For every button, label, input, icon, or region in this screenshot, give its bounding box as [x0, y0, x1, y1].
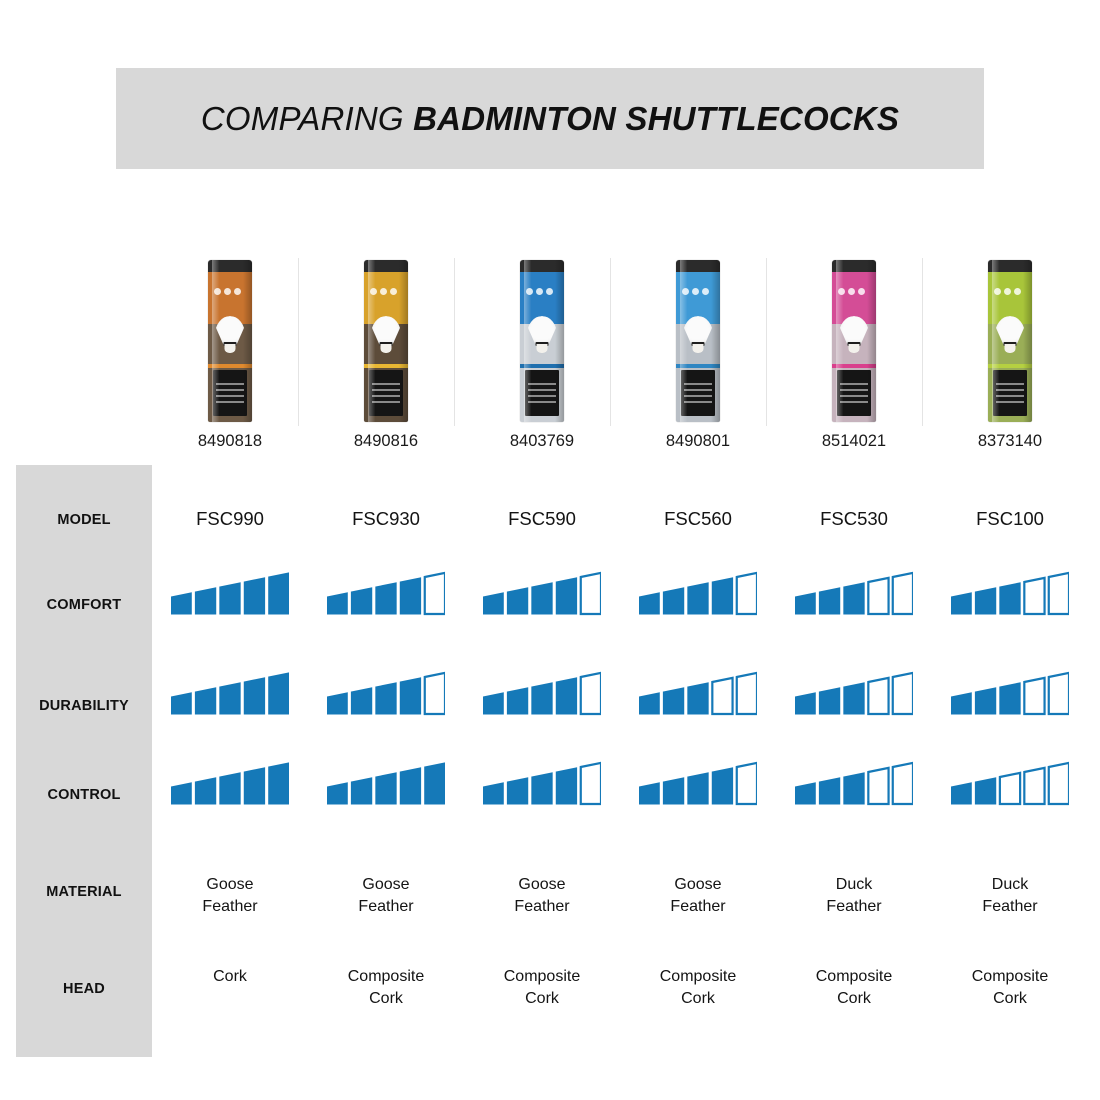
product-tube-image	[364, 260, 408, 422]
product-photo-cell[interactable]	[308, 250, 464, 422]
product-tube-image	[676, 260, 720, 422]
row-label-model: MODEL	[57, 512, 111, 528]
product-head: Composite Cork	[815, 968, 893, 1007]
rating-comfort	[776, 570, 932, 616]
rating-control	[464, 760, 620, 806]
rating-comfort	[620, 570, 776, 616]
product-material: Duck Feather	[826, 876, 882, 915]
rating-control	[776, 760, 932, 806]
rating-durability	[932, 670, 1088, 716]
rating-comfort	[152, 570, 308, 616]
rating-durability	[464, 670, 620, 716]
product-photo-cell[interactable]	[464, 250, 620, 422]
product-model: FSC560	[664, 508, 732, 529]
column-separator	[454, 258, 455, 426]
product-photo-cell[interactable]	[620, 250, 776, 422]
column-separator	[766, 258, 767, 426]
product-photo-cell[interactable]	[152, 250, 308, 422]
product-model: FSC100	[976, 508, 1044, 529]
product-tube-image	[832, 260, 876, 422]
product-material: Goose Feather	[514, 876, 570, 915]
product-material: Goose Feather	[358, 876, 414, 915]
product-head: Composite Cork	[347, 968, 425, 1007]
product-model: FSC990	[196, 508, 264, 529]
product-code: 8403769	[509, 432, 575, 450]
column-separator	[610, 258, 611, 426]
product-photo-cell[interactable]	[776, 250, 932, 422]
rating-control	[932, 760, 1088, 806]
product-head: Cork	[213, 968, 247, 985]
row-label-durability: DURABILITY	[39, 698, 129, 714]
product-model: FSC590	[508, 508, 576, 529]
row-label-panel	[16, 465, 152, 1057]
row-label-head: HEAD	[63, 981, 105, 997]
rating-control	[620, 760, 776, 806]
product-tube-image	[208, 260, 252, 422]
row-label-control: CONTROL	[47, 787, 121, 803]
column-separator	[298, 258, 299, 426]
product-head: Composite Cork	[971, 968, 1049, 1007]
product-head: Composite Cork	[659, 968, 737, 1007]
row-label-comfort: COMFORT	[46, 597, 122, 613]
product-code: 8490801	[665, 432, 731, 450]
page-title: COMPARING BADMINTON SHUTTLECOCKS	[201, 100, 899, 138]
product-material: Goose Feather	[670, 876, 726, 915]
product-code: 8490818	[197, 432, 263, 450]
rating-durability	[620, 670, 776, 716]
rating-comfort	[932, 570, 1088, 616]
page-title-bold: BADMINTON SHUTTLECOCKS	[413, 99, 900, 137]
product-model: FSC930	[352, 508, 420, 529]
rating-durability	[152, 670, 308, 716]
rating-comfort	[308, 570, 464, 616]
product-tube-image	[988, 260, 1032, 422]
rating-control	[308, 760, 464, 806]
rating-durability	[776, 670, 932, 716]
rating-durability	[308, 670, 464, 716]
product-material: Goose Feather	[202, 876, 258, 915]
row-label-material: MATERIAL	[46, 884, 122, 900]
product-head: Composite Cork	[503, 968, 581, 1007]
column-separator	[922, 258, 923, 426]
product-tube-image	[520, 260, 564, 422]
header-banner: COMPARING BADMINTON SHUTTLECOCKS	[116, 68, 984, 169]
page-title-light: COMPARING	[200, 99, 404, 137]
rating-comfort	[464, 570, 620, 616]
product-code: 8490816	[353, 432, 419, 450]
product-photo-cell[interactable]	[932, 250, 1088, 422]
product-model: FSC530	[820, 508, 888, 529]
product-code: 8373140	[977, 432, 1043, 450]
rating-control	[152, 760, 308, 806]
product-material: Duck Feather	[982, 876, 1038, 915]
product-code: 8514021	[821, 432, 887, 450]
